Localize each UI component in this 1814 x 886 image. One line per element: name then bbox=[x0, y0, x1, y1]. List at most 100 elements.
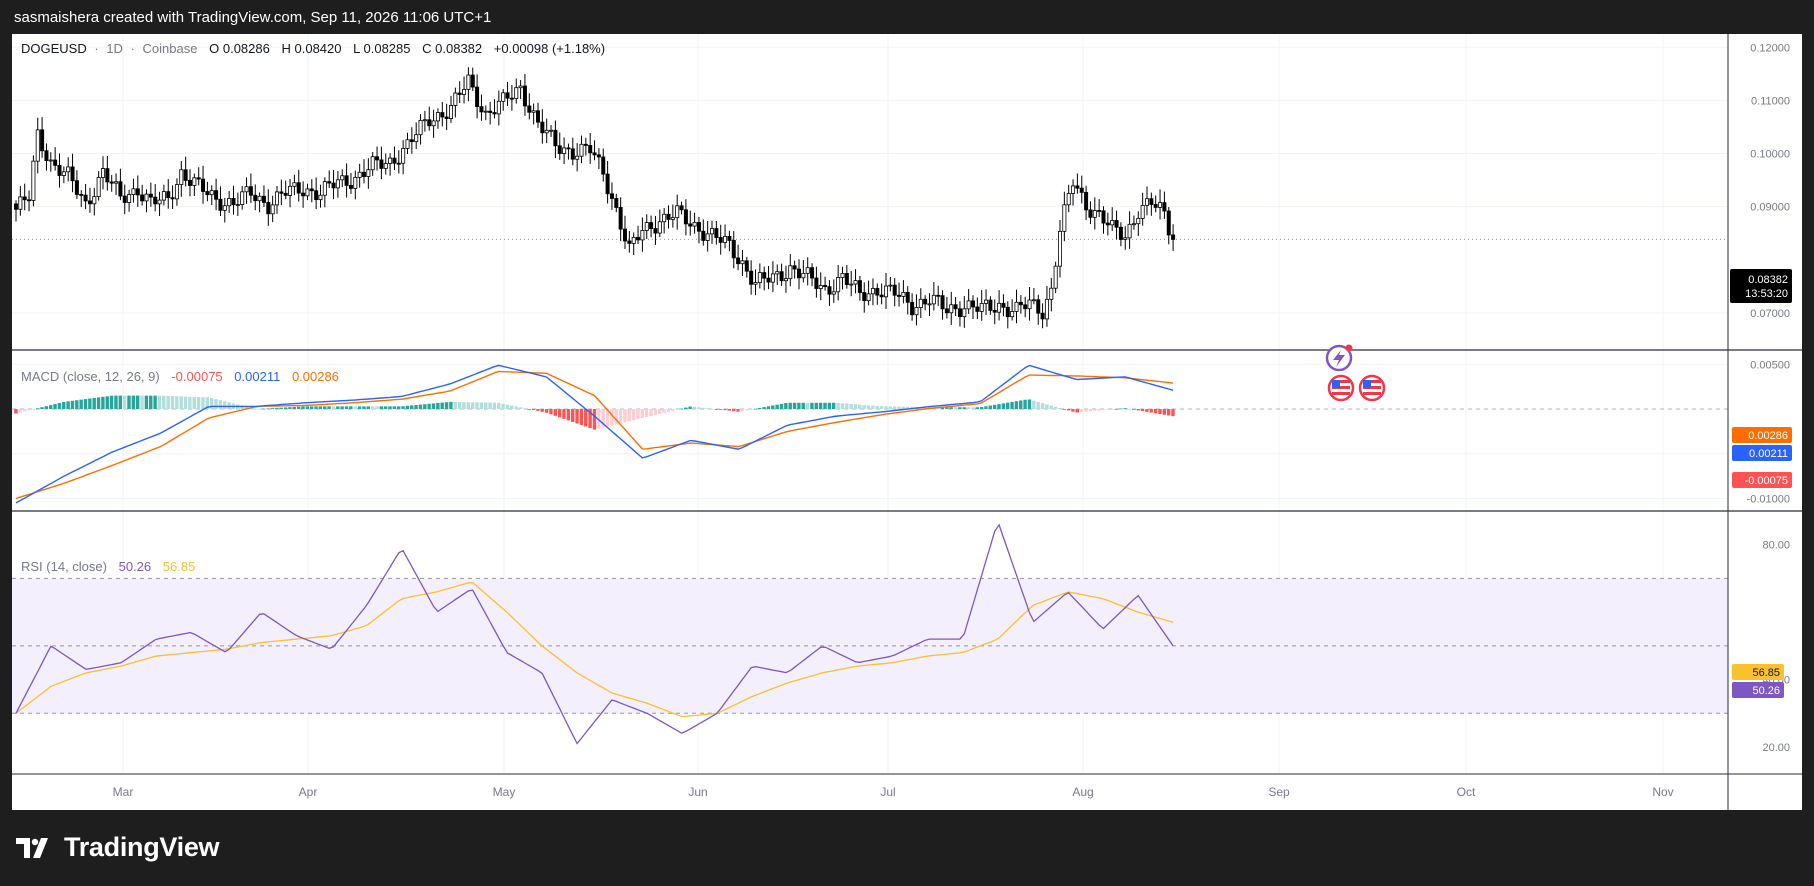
candle-body bbox=[662, 213, 667, 223]
symbol-legend[interactable]: DOGEUSD · 1D · Coinbase O 0.08286 H 0.08… bbox=[21, 41, 605, 56]
rsi-ma-value: 56.85 bbox=[163, 559, 196, 574]
candle-body bbox=[479, 106, 484, 113]
candle-body bbox=[448, 105, 453, 119]
macd-hist-bar bbox=[714, 409, 718, 410]
candle-body bbox=[540, 121, 545, 134]
grid-layer bbox=[12, 34, 1728, 774]
macd-hist-bar bbox=[353, 406, 357, 410]
candle-body bbox=[797, 268, 802, 279]
macd-hist-bar bbox=[1066, 409, 1071, 411]
macd-hist-bar bbox=[257, 408, 262, 410]
candle-body bbox=[1149, 198, 1154, 205]
candle-body bbox=[1031, 299, 1036, 302]
us-flag-event-icon[interactable] bbox=[1358, 374, 1386, 402]
macd-hist-bar bbox=[1001, 403, 1006, 410]
candle-body bbox=[357, 171, 362, 178]
candle-body bbox=[957, 308, 962, 318]
macd-hist-bar bbox=[810, 402, 814, 410]
macd-hist-bar bbox=[945, 407, 949, 410]
candle-body bbox=[575, 155, 580, 160]
candle-body bbox=[488, 110, 493, 113]
candle-body bbox=[361, 171, 366, 177]
macd-hist-bar bbox=[410, 405, 414, 410]
candle-body bbox=[414, 134, 419, 143]
macd-hist-bar bbox=[144, 395, 149, 410]
macd-hist-bar bbox=[383, 406, 388, 410]
macd-hist-bar bbox=[57, 403, 62, 410]
macd-hist-bar bbox=[1079, 409, 1084, 413]
macd-hist-bar bbox=[588, 409, 592, 429]
chart-canvas[interactable]: Mar Apr May Jun Jul Aug Sep Oct Nov 0.12000 0.1100… bbox=[12, 34, 1802, 810]
macd-legend[interactable]: MACD (close, 12, 26, 9) -0.00075 0.00211… bbox=[21, 369, 339, 384]
candle-body bbox=[710, 228, 715, 235]
candle-body bbox=[753, 282, 758, 285]
macd-hist-bar bbox=[971, 407, 975, 410]
macd-hist-bar bbox=[505, 404, 510, 410]
bar-countdown: 13:53:20 bbox=[1745, 288, 1788, 300]
candle-body bbox=[1171, 234, 1176, 240]
candle-body bbox=[857, 280, 862, 293]
chart-frame[interactable]: Mar Apr May Jun Jul Aug Sep Oct Nov 0.12000 0.1100… bbox=[12, 34, 1802, 810]
candle-body bbox=[370, 156, 375, 171]
macd-hist-bar bbox=[723, 409, 727, 411]
time-tick-label: Sep bbox=[1268, 785, 1290, 799]
macd-hist-bar bbox=[992, 404, 997, 410]
macd-hist-bar bbox=[562, 409, 566, 419]
time-tick-label: Nov bbox=[1652, 785, 1673, 799]
price-tick-label: 0.07000 bbox=[1750, 308, 1790, 320]
candle-body bbox=[718, 237, 723, 243]
candle-body bbox=[884, 285, 889, 298]
candle-body bbox=[905, 291, 910, 303]
candle-body bbox=[244, 186, 249, 193]
macd-pane[interactable] bbox=[15, 364, 1174, 504]
candle-body bbox=[192, 177, 197, 186]
candle-body bbox=[953, 304, 958, 310]
candle-body bbox=[897, 294, 902, 297]
macd-hist-bar bbox=[1110, 409, 1114, 410]
candle-body bbox=[309, 188, 314, 192]
macd-hist-bar bbox=[836, 402, 840, 410]
macd-hist-bar bbox=[1093, 409, 1097, 411]
candle-body bbox=[892, 284, 897, 296]
macd-hist-bar bbox=[718, 409, 723, 410]
candle-body bbox=[1092, 210, 1097, 218]
macd-hist-bar bbox=[849, 403, 853, 410]
macd-hist-bar bbox=[105, 396, 109, 410]
macd-hist-bar bbox=[266, 408, 270, 410]
candle-body bbox=[757, 272, 762, 283]
candle-body bbox=[805, 267, 810, 274]
candle-body bbox=[631, 236, 636, 244]
macd-hist-bar bbox=[375, 406, 379, 410]
candle-body bbox=[227, 198, 232, 207]
candle-body bbox=[183, 169, 188, 181]
candle-body bbox=[1049, 287, 1054, 300]
macd-hist-bar bbox=[1166, 409, 1171, 416]
candle-body bbox=[383, 163, 388, 169]
macd-hist-bar bbox=[401, 406, 405, 410]
candle-body bbox=[257, 195, 262, 202]
rsi-pane[interactable] bbox=[12, 523, 1728, 745]
macd-hist-bar bbox=[1114, 408, 1119, 410]
candle-body bbox=[492, 112, 497, 115]
price-pane[interactable] bbox=[14, 67, 1176, 329]
macd-hist-bar bbox=[192, 396, 196, 410]
candle-body bbox=[83, 194, 88, 202]
last-price-tag[interactable]: 0.08382 13:53:20 bbox=[1730, 269, 1792, 303]
lightning-event-icon[interactable] bbox=[1325, 344, 1353, 372]
candle-body bbox=[509, 97, 514, 100]
candle-body bbox=[1101, 210, 1106, 224]
brand[interactable]: TradingView bbox=[14, 832, 220, 863]
macd-hist-bar bbox=[405, 405, 410, 410]
macd-hist-bar bbox=[1101, 409, 1106, 411]
macd-hist-bar bbox=[440, 402, 444, 410]
candle-body bbox=[170, 197, 175, 200]
macd-hist-bar bbox=[283, 407, 288, 410]
macd-hist-bar bbox=[127, 395, 131, 410]
rsi-legend[interactable]: RSI (14, close) 50.26 56.85 bbox=[21, 559, 195, 574]
time-tick-label: Jun bbox=[688, 785, 707, 799]
candle-body bbox=[640, 230, 645, 241]
us-flag-event-icon[interactable] bbox=[1327, 374, 1355, 402]
candle-body bbox=[409, 139, 414, 143]
candle-body bbox=[222, 205, 227, 211]
macd-hist-bar bbox=[597, 409, 601, 429]
